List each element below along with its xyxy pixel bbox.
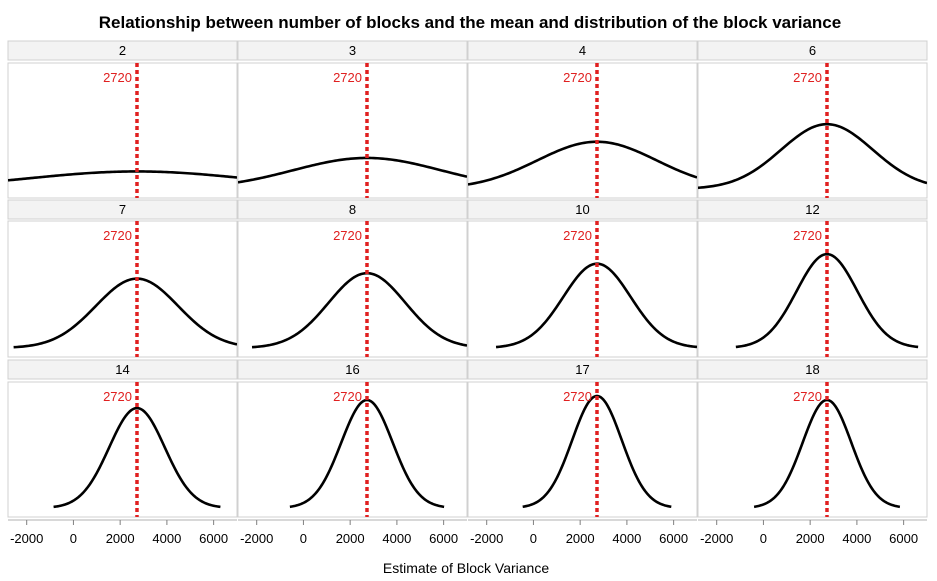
x-tick-label: -2000 [470, 531, 503, 546]
mean-reference-label: 2720 [793, 389, 822, 404]
x-axis: -2000 0 2000 4000 6000 [698, 519, 927, 546]
x-tick-label: 0 [530, 531, 537, 546]
facet-strip-label: 2 [119, 43, 126, 58]
x-tick-label: 2000 [106, 531, 135, 546]
chart-title: Relationship between number of blocks an… [99, 13, 841, 32]
facet-plot-area [7, 381, 238, 518]
facet-panel: 12 2720 [697, 199, 928, 358]
facet-strip [237, 40, 468, 61]
facet-plot-area [697, 381, 928, 518]
facet-strip-label: 6 [809, 43, 816, 58]
x-tick-label: 4000 [842, 531, 871, 546]
x-axis-label: Estimate of Block Variance [383, 560, 549, 576]
mean-reference-label: 2720 [103, 70, 132, 85]
facet-strip-label: 10 [575, 202, 589, 217]
x-axis: -2000 0 2000 4000 6000 [8, 519, 237, 546]
facet-strip [7, 359, 238, 380]
density-curve [238, 156, 467, 184]
x-tick-label: -2000 [700, 531, 733, 546]
density-curve [53, 406, 221, 509]
x-axes: -2000 0 2000 4000 6000 -2000 0 2000 4000 6000 -200… [8, 519, 927, 546]
facet-strip [467, 359, 698, 380]
facet-strip [467, 40, 698, 61]
facet-strip [697, 359, 928, 380]
mean-reference-label: 2720 [333, 70, 362, 85]
density-curve [468, 140, 697, 186]
facet-panel: 6 2720 [697, 40, 928, 199]
facet-panel: 3 2720 [237, 40, 468, 199]
x-tick-label: -2000 [240, 531, 273, 546]
density-curve [698, 122, 927, 190]
x-tick-label: 6000 [889, 531, 918, 546]
facet-plot-area [237, 381, 468, 518]
facet-panel: 10 2720 [467, 199, 698, 358]
facet-panel: 2 2720 [7, 40, 238, 199]
facet-panel: 16 2720 [237, 359, 468, 518]
density-curve [251, 271, 467, 349]
facet-panel: 14 2720 [7, 359, 238, 518]
facet-panel: 7 2720 [7, 199, 238, 358]
facet-plot-area [7, 220, 238, 358]
facet-plot-area [467, 381, 698, 518]
facet-strip-label: 16 [345, 362, 359, 377]
facet-strip-label: 14 [115, 362, 129, 377]
x-axis: -2000 0 2000 4000 6000 [468, 519, 697, 546]
facet-panel: 17 2720 [467, 359, 698, 518]
facet-strip [237, 199, 468, 220]
facet-panel: 8 2720 [237, 199, 468, 358]
facet-plot-area [697, 220, 928, 358]
facet-panel: 4 2720 [467, 40, 698, 199]
x-tick-label: 6000 [659, 531, 688, 546]
mean-reference-label: 2720 [103, 228, 132, 243]
x-tick-label: 4000 [382, 531, 411, 546]
mean-reference-label: 2720 [333, 228, 362, 243]
facet-plot-area [237, 220, 468, 358]
mean-reference-label: 2720 [793, 228, 822, 243]
density-curve [522, 394, 672, 509]
facet-strip [237, 359, 468, 380]
facet-plot-area [467, 220, 698, 358]
facet-plot-area [697, 62, 928, 199]
facet-strip-label: 3 [349, 43, 356, 58]
facet-strip-label: 7 [119, 202, 126, 217]
facet-strip-label: 4 [579, 43, 586, 58]
mean-reference-label: 2720 [793, 70, 822, 85]
facet-strip [7, 199, 238, 220]
x-tick-label: 6000 [199, 531, 228, 546]
facet-strip-label: 12 [805, 202, 819, 217]
x-axis: -2000 0 2000 4000 6000 [238, 519, 467, 546]
x-tick-label: 4000 [152, 531, 181, 546]
facet-strip [7, 40, 238, 61]
facet-strip-label: 8 [349, 202, 356, 217]
mean-reference-label: 2720 [103, 389, 132, 404]
x-tick-label: 0 [300, 531, 307, 546]
x-tick-label: 0 [70, 531, 77, 546]
facet-strip [697, 40, 928, 61]
x-tick-label: 2000 [566, 531, 595, 546]
facet-strip-label: 17 [575, 362, 589, 377]
x-tick-label: 2000 [336, 531, 365, 546]
mean-reference-label: 2720 [563, 228, 592, 243]
mean-reference-label: 2720 [563, 389, 592, 404]
facet-panel: 18 2720 [697, 359, 928, 518]
density-curve [8, 170, 237, 182]
x-tick-label: 6000 [429, 531, 458, 546]
x-tick-label: 0 [760, 531, 767, 546]
x-tick-label: 4000 [612, 531, 641, 546]
facet-strip [697, 199, 928, 220]
density-curve [13, 277, 237, 349]
x-tick-label: -2000 [10, 531, 43, 546]
facet-strip [467, 199, 698, 220]
density-curve [735, 252, 919, 349]
facet-strip-label: 18 [805, 362, 819, 377]
mean-reference-label: 2720 [563, 70, 592, 85]
x-tick-label: 2000 [796, 531, 825, 546]
facet-panels: 2 2720 3 2720 4 2720 6 2720 7 2720 8 2720 10 2720 12 27… [7, 40, 928, 518]
mean-reference-label: 2720 [333, 389, 362, 404]
